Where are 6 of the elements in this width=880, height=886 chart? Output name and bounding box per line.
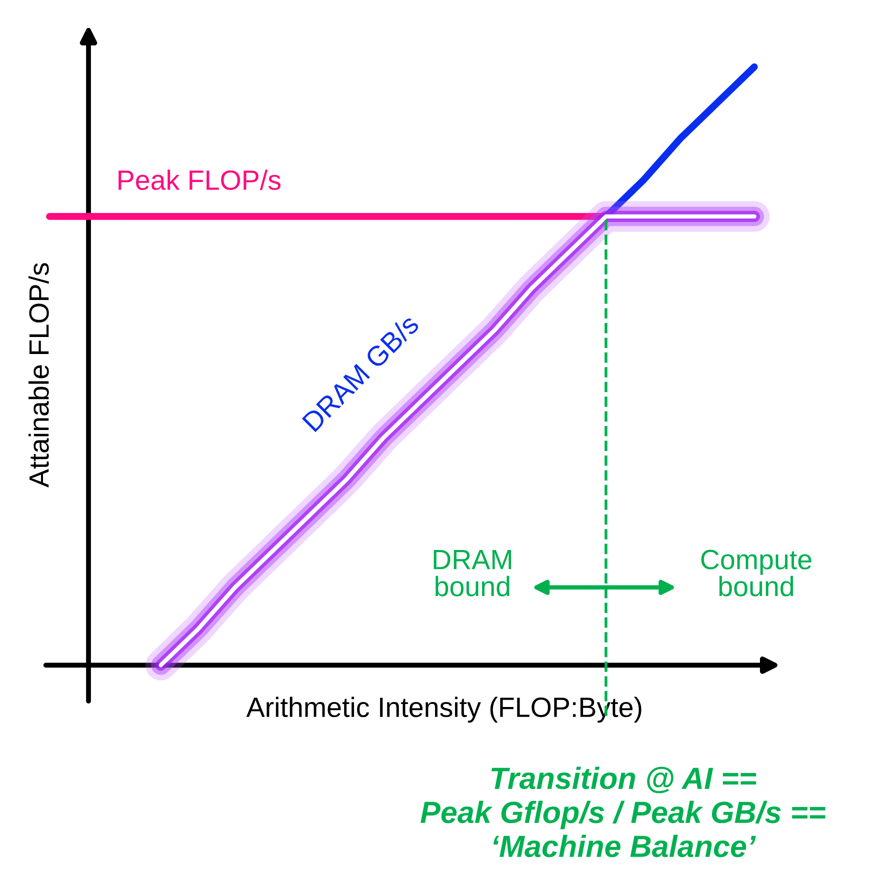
series-label: Peak FLOP/s: [118, 170, 281, 190]
x-axis-title: Arithmetic Intensity (FLOP:Byte): [246, 696, 642, 723]
y-axis-title: Attainable FLOP/s: [28, 263, 49, 488]
annotation: DRAM bound: [434, 550, 512, 596]
text: Transition @ AI == Peak Gflop/s / Peak GB/s == ‘Machine Balance’: [420, 766, 826, 858]
annotation: Compute bound: [701, 550, 812, 596]
